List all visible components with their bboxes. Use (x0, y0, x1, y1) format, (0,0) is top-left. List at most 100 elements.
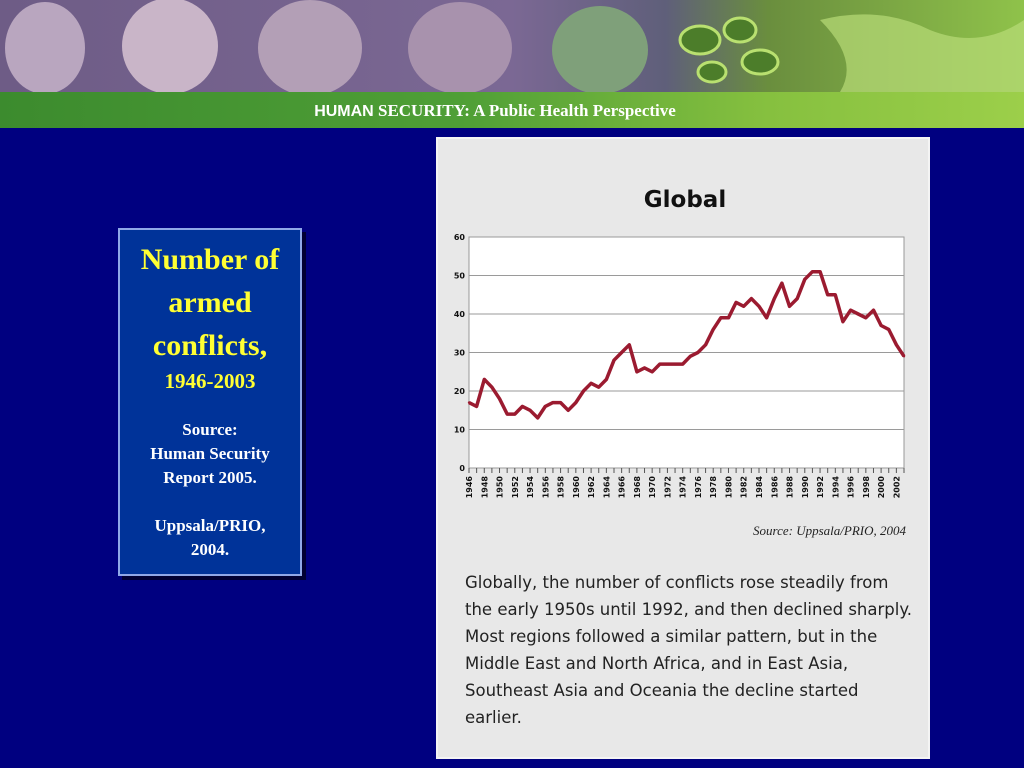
chart-caption: Globally, the number of conflicts rose s… (465, 573, 912, 727)
x-tick-label: 1968 (633, 476, 642, 499)
data-point (559, 401, 562, 404)
x-tick-label: 1996 (847, 476, 856, 499)
data-point (849, 308, 852, 312)
data-point (513, 412, 516, 416)
data-point (696, 351, 700, 354)
chart-title: Global (643, 187, 727, 213)
data-point (719, 316, 723, 320)
data-point (757, 305, 761, 308)
data-point (689, 355, 692, 358)
info-years: 1946-2003 (164, 369, 256, 393)
x-tick-label: 1976 (694, 476, 703, 499)
data-point (895, 343, 898, 346)
x-tick-label: 1970 (648, 476, 657, 499)
data-point (727, 316, 730, 320)
data-point (872, 308, 875, 312)
data-point (605, 378, 608, 381)
data-point (864, 316, 868, 320)
data-point (475, 405, 478, 408)
data-point (673, 362, 677, 366)
x-tick-label: 1948 (480, 476, 489, 499)
x-tick-label: 1946 (465, 476, 474, 499)
info-source-report: Human Security Report 2005. (150, 444, 270, 487)
data-point (834, 293, 837, 296)
y-tick-label: 50 (454, 272, 466, 281)
data-point (635, 370, 639, 373)
x-tick-label: 1956 (541, 476, 550, 499)
face-photo-2 (122, 0, 218, 92)
data-point (544, 405, 547, 408)
face-photo-5 (552, 6, 648, 92)
line-chart: 0 10 20 30 40 50 60 1946 1948 1950 1952 1954 1956 195… (454, 233, 906, 499)
page-title: HUMAN SECURITY: A Public Health Perspect… (0, 101, 990, 121)
x-tick-label: 1998 (862, 476, 871, 499)
data-point (857, 312, 860, 316)
data-point (589, 382, 593, 385)
data-point (734, 301, 738, 304)
y-tick-label: 30 (454, 349, 466, 358)
data-point (803, 278, 806, 281)
x-tick-label: 1962 (587, 476, 596, 498)
x-tick-label: 1966 (618, 476, 627, 499)
data-point (887, 328, 890, 331)
data-point (490, 385, 494, 389)
data-point (528, 409, 532, 412)
x-tick-label: 1988 (786, 476, 795, 499)
data-point (658, 362, 661, 366)
x-tick-label: 2000 (877, 476, 886, 499)
title-bar (0, 92, 1024, 128)
data-point (750, 297, 753, 300)
data-point (879, 324, 883, 327)
data-point (597, 385, 600, 389)
title-rest: SECURITY: A Public Health Perspective (373, 101, 676, 120)
data-point (574, 401, 578, 404)
data-point (643, 366, 646, 370)
x-tick-label: 1990 (801, 476, 810, 499)
data-point (628, 343, 631, 346)
x-tick-label: 2002 (892, 476, 901, 498)
x-tick-label: 1978 (709, 476, 718, 499)
microbe-image (678, 16, 780, 84)
data-point (780, 282, 784, 285)
data-point (742, 305, 745, 308)
y-tick-label: 60 (454, 233, 466, 242)
y-tick-label: 0 (459, 464, 465, 473)
x-tick-label: 1992 (816, 476, 825, 498)
data-point (818, 270, 822, 273)
x-tick-label: 1960 (572, 476, 581, 499)
y-tick-label: 10 (454, 426, 466, 435)
data-point (521, 405, 524, 408)
data-point (498, 397, 501, 400)
map-image (820, 14, 1024, 92)
face-photo-1 (5, 2, 85, 92)
series-line-global (468, 269, 906, 420)
face-photo-4 (408, 2, 512, 92)
y-tick-label: 40 (454, 310, 466, 319)
face-photo-3 (258, 0, 362, 92)
data-point (620, 351, 623, 354)
x-tick-label: 1982 (740, 476, 749, 498)
info-source-label: Source: (182, 420, 238, 439)
data-point (582, 389, 585, 393)
data-point (788, 305, 791, 308)
data-point (551, 401, 555, 404)
x-tick-label: 1980 (724, 476, 733, 499)
data-point (712, 328, 715, 331)
x-tick-label: 1986 (770, 476, 779, 499)
data-point (765, 316, 768, 320)
data-point (467, 401, 471, 404)
x-tick-label: 1984 (755, 476, 764, 499)
data-point (666, 362, 669, 366)
data-point (612, 359, 616, 362)
data-point (704, 343, 707, 346)
data-point (483, 378, 486, 381)
y-tick-label: 20 (454, 387, 466, 396)
data-point (902, 355, 906, 358)
data-point (567, 409, 570, 412)
data-point (505, 412, 509, 416)
chart-source: Source: Uppsala/PRIO, 2004 (753, 523, 906, 538)
x-tick-label: 1972 (663, 476, 672, 498)
info-box: Number of armed conflicts, 1946-2003 Sou… (118, 228, 302, 576)
data-point (536, 416, 539, 420)
x-tick-label: 1994 (831, 476, 840, 499)
